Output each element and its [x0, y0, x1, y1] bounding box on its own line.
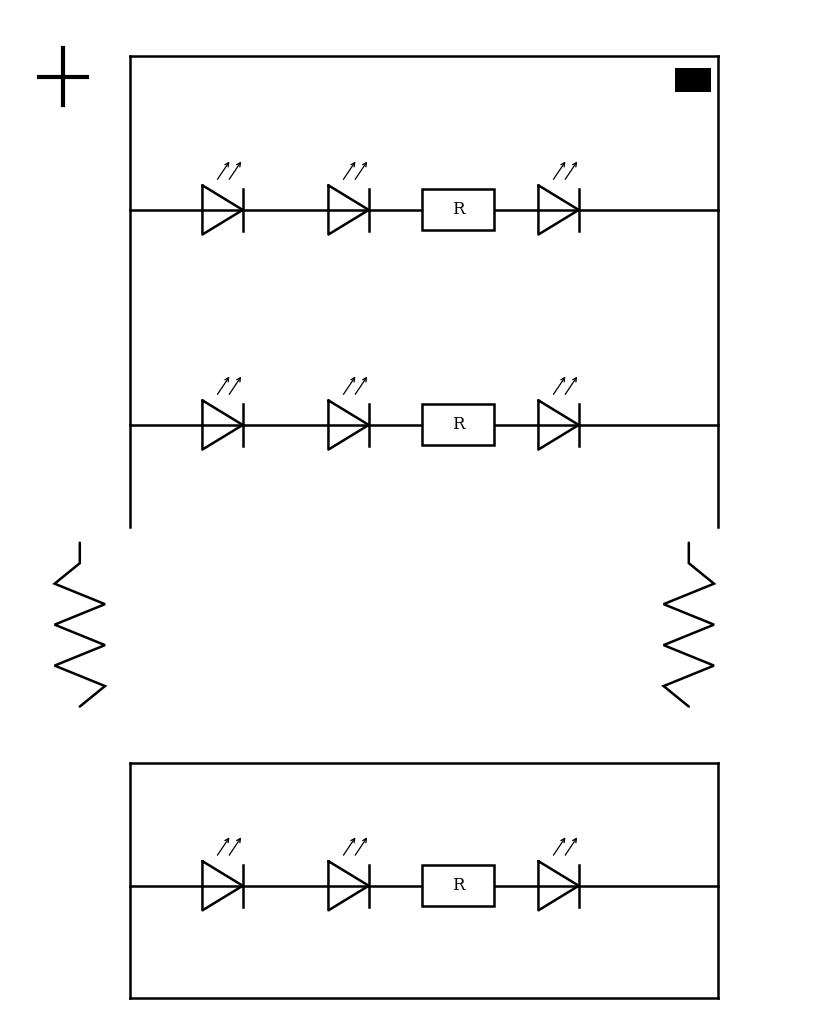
Bar	[675, 68, 711, 92]
Text: R: R	[452, 417, 464, 433]
Text: R: R	[452, 202, 464, 218]
Bar	[423, 404, 494, 445]
Text: R: R	[452, 878, 464, 894]
Bar	[423, 189, 494, 230]
Bar	[423, 865, 494, 906]
